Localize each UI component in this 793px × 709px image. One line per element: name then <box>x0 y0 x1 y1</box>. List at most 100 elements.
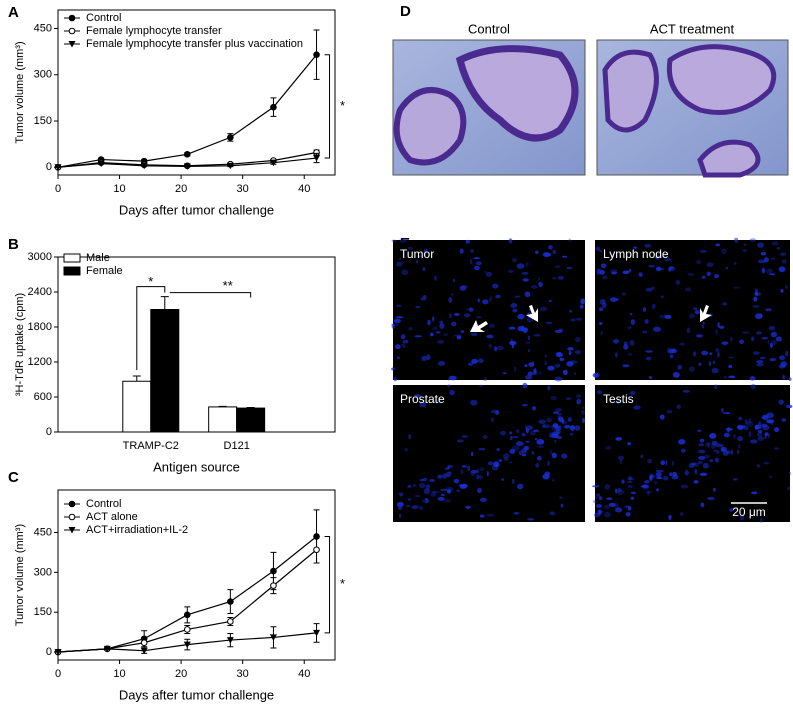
speckle <box>395 344 401 350</box>
speckle <box>508 326 516 330</box>
speckle <box>753 296 758 302</box>
speckle <box>702 462 709 469</box>
speckle <box>774 447 780 450</box>
speckle <box>764 433 767 439</box>
speckle <box>742 248 748 253</box>
speckle <box>402 339 409 344</box>
speckle <box>538 419 546 424</box>
speckle <box>758 421 762 427</box>
speckle <box>655 471 662 478</box>
legend-label: Female <box>86 265 123 277</box>
speckle <box>728 375 736 379</box>
data-point <box>183 163 191 170</box>
speckle <box>676 404 681 409</box>
speckle <box>554 329 563 334</box>
speckle <box>664 258 672 262</box>
speckle <box>645 350 653 353</box>
speckle <box>438 361 446 366</box>
speckle <box>648 264 655 268</box>
speckle <box>456 335 462 340</box>
speckle <box>591 485 600 488</box>
bar <box>236 407 266 433</box>
speckle <box>733 433 736 439</box>
speckle <box>621 292 627 296</box>
speckle <box>776 246 781 250</box>
speckle <box>614 488 618 493</box>
speckle <box>765 308 772 312</box>
y-tick-label: 150 <box>34 606 52 618</box>
speckle <box>512 258 517 263</box>
speckle <box>699 438 705 443</box>
speckle <box>716 451 720 454</box>
speckle <box>630 496 635 500</box>
speckle <box>678 439 686 445</box>
speckle <box>399 237 407 243</box>
speckle <box>482 299 489 305</box>
speckle <box>770 342 773 349</box>
speckle <box>642 484 650 490</box>
speckle <box>495 410 500 415</box>
speckle <box>461 435 469 438</box>
speckle <box>574 425 581 431</box>
speckle <box>655 266 662 272</box>
speckle <box>484 270 487 273</box>
speckle <box>567 417 572 422</box>
error-bar <box>160 296 169 310</box>
speckle <box>721 341 729 345</box>
speckle <box>416 255 422 258</box>
data-point <box>140 639 148 647</box>
speckle <box>555 408 562 412</box>
speckle <box>756 363 764 367</box>
series-line <box>57 54 317 168</box>
speckle <box>548 432 553 438</box>
speckle <box>603 504 610 510</box>
speckle <box>524 364 528 368</box>
speckle <box>487 461 494 466</box>
speckle <box>665 460 668 466</box>
speckle <box>517 483 524 490</box>
speckle <box>570 318 577 322</box>
speckle <box>477 298 480 303</box>
data-point <box>183 611 191 619</box>
speckle <box>601 263 607 269</box>
speckle <box>447 489 452 494</box>
x-axis-label: Days after tumor challenge <box>119 687 274 702</box>
speckle <box>555 426 562 431</box>
speckle <box>701 325 705 329</box>
speckle <box>742 331 750 334</box>
image-label: Tumor <box>400 247 434 261</box>
x-tick-label: 0 <box>55 183 61 195</box>
speckle <box>616 399 620 405</box>
speckle <box>542 473 550 480</box>
speckle <box>525 440 530 443</box>
speckle <box>614 352 618 358</box>
speckle <box>421 355 428 361</box>
speckle <box>470 399 478 406</box>
speckle <box>656 476 663 480</box>
speckle <box>551 452 557 459</box>
speckle <box>709 433 717 439</box>
speckle <box>778 399 784 405</box>
speckle <box>715 243 721 247</box>
speckle <box>418 483 426 489</box>
speckle <box>545 424 550 429</box>
speckle <box>616 298 619 301</box>
speckle <box>668 266 676 272</box>
speckle <box>407 246 413 250</box>
speckle <box>688 366 695 372</box>
speckle <box>644 480 650 484</box>
speckle <box>512 435 519 439</box>
speckle <box>766 419 775 424</box>
speckle <box>738 416 743 421</box>
speckle <box>767 340 770 345</box>
speckle <box>748 431 752 438</box>
speckle <box>548 245 553 250</box>
speckle <box>408 433 411 440</box>
data-point <box>269 634 277 641</box>
speckle <box>768 325 776 331</box>
speckle <box>604 484 611 490</box>
speckle <box>769 475 772 479</box>
speckle <box>552 479 555 482</box>
speckle <box>525 341 531 344</box>
